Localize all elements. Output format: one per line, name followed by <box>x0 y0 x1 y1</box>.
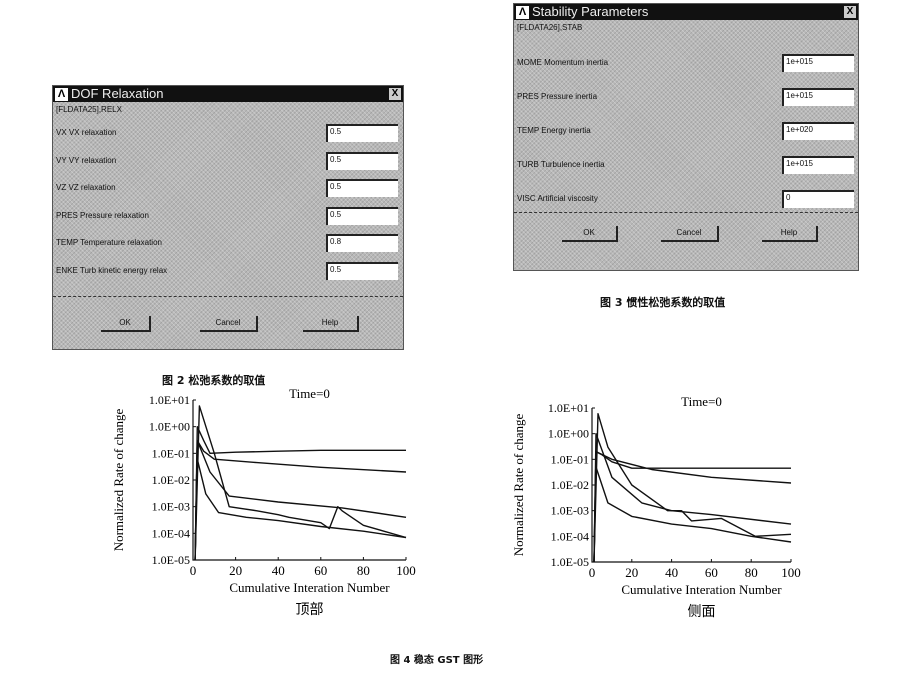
dialog-title: DOF Relaxation <box>71 86 164 101</box>
x-tick-label: 60 <box>705 565 718 580</box>
x-tick-label: 100 <box>396 563 416 578</box>
axes <box>192 400 406 561</box>
x-axis-label: Cumulative Interation Number <box>229 580 390 595</box>
series-line-3 <box>194 405 407 561</box>
field-label: TURB Turbulence inertia <box>517 160 605 169</box>
chart-title: Time=0 <box>289 386 330 401</box>
chart-side: 1.0E-05 1.0E-04 1.0E-03 1.0E-02 1.0E-01 1.0E+… <box>511 394 801 620</box>
value-input[interactable]: 0.5 <box>326 179 398 197</box>
x-tick-label: 100 <box>781 565 801 580</box>
value-input[interactable]: 0.5 <box>326 124 398 142</box>
divider <box>53 296 403 297</box>
close-icon[interactable]: X <box>844 6 856 18</box>
y-axis-label: Normalized Rate of change <box>511 413 526 556</box>
close-icon[interactable]: X <box>389 88 401 100</box>
x-tick-label: 20 <box>229 563 242 578</box>
value-input[interactable]: 0.5 <box>326 206 398 225</box>
x-tick-label: 20 <box>625 565 638 580</box>
ok-button[interactable]: OK <box>101 316 151 332</box>
field-label: PRES Pressure inertia <box>517 92 598 101</box>
value-input[interactable]: 0.8 <box>326 234 398 252</box>
x-tick-label: 0 <box>589 565 596 580</box>
y-tick-label: 1.0E-05 <box>152 553 190 567</box>
dialog-title: Stability Parameters <box>532 4 649 19</box>
value-input[interactable]: 0.5 <box>326 151 398 170</box>
x-tick-label: 40 <box>665 565 678 580</box>
value-input[interactable]: 0.5 <box>326 261 398 280</box>
series-line-4 <box>593 433 792 563</box>
figure-4-caption: 图 4 稳态 GST 图形 <box>390 655 484 666</box>
value-input[interactable]: 1e+015 <box>782 156 854 174</box>
y-tick-label: 1.0E-05 <box>551 555 589 569</box>
y-tick-label: 1.0E-03 <box>152 500 190 514</box>
field-label: ENKE Turb kinetic energy relax <box>56 265 168 275</box>
y-tick-label: 1.0E+00 <box>548 427 589 441</box>
y-tick-label: 1.0E+01 <box>548 401 589 415</box>
y-tick-label: 1.0E-02 <box>551 478 589 492</box>
series-line-4 <box>194 439 407 561</box>
title-bar: Λ DOF Relaxation X <box>53 86 403 102</box>
y-axis-label: Normalized Rate of change <box>111 408 126 551</box>
help-button[interactable]: Help <box>303 316 359 332</box>
chart-top: 1.0E-05 1.0E-04 1.0E-03 1.0E-02 1.0E-01 1.0E+… <box>111 386 416 618</box>
y-tick-label: 1.0E-01 <box>152 446 190 460</box>
value-input[interactable]: 1e+015 <box>782 54 854 72</box>
divider <box>514 212 858 213</box>
y-tick-label: 1.0E-03 <box>551 504 589 518</box>
y-tick-label: 1.0E-01 <box>551 452 589 466</box>
y-tick-label: 1.0E-04 <box>551 529 589 543</box>
cancel-button[interactable]: Cancel <box>661 226 719 242</box>
value-input[interactable]: 0 <box>782 190 854 208</box>
x-tick-label: 80 <box>745 565 758 580</box>
value-input[interactable]: 1e+015 <box>782 88 854 106</box>
ansys-logo-icon: Λ <box>55 87 68 101</box>
series-line-5 <box>593 466 792 563</box>
ok-button[interactable]: OK <box>562 226 618 242</box>
series-line-5 <box>194 458 407 561</box>
command-label: [FLDATA26],STAB <box>517 23 583 32</box>
figure-3-caption: 图 3 惯性松弛系数的取值 <box>600 296 726 309</box>
figure-2-caption: 图 2 松弛系数的取值 <box>162 374 266 387</box>
x-axis-label: Cumulative Interation Number <box>621 582 782 597</box>
field-label: MOME Momentum inertia <box>517 58 609 67</box>
series-line-1 <box>194 426 406 561</box>
y-tick-label: 1.0E-02 <box>152 473 190 487</box>
x-tick-label: 40 <box>272 563 285 578</box>
y-tick-label: 1.0E+00 <box>149 420 190 434</box>
field-label: VX VX relaxation <box>56 128 117 137</box>
command-label: [FLDATA25],RELX <box>56 105 122 114</box>
field-label: VISC Artificial viscosity <box>517 194 598 203</box>
chart-subtitle: 侧面 <box>688 604 716 620</box>
title-bar: Λ Stability Parameters X <box>514 4 858 20</box>
y-tick-label: 1.0E+01 <box>149 393 190 407</box>
dof-relaxation-dialog: Λ DOF Relaxation X [FLDATA25],RELX VX VX r… <box>52 85 404 350</box>
field-label: TEMP Energy inertia <box>517 126 591 135</box>
x-tick-label: 0 <box>190 563 197 578</box>
field-label: TEMP Temperature relaxation <box>56 238 162 247</box>
field-label: VZ VZ relaxation <box>56 183 116 192</box>
x-tick-label: 80 <box>357 563 370 578</box>
x-tick-label: 60 <box>314 563 327 578</box>
ansys-logo-icon: Λ <box>516 5 529 19</box>
stability-parameters-dialog: Λ Stability Parameters X [FLDATA26],STAB M… <box>513 3 859 271</box>
chart-subtitle: 顶部 <box>296 602 324 618</box>
series-line-1 <box>593 450 791 563</box>
y-tick-label: 1.0E-04 <box>152 526 190 540</box>
field-label: VY VY relaxation <box>56 155 117 165</box>
help-button[interactable]: Help <box>762 226 818 242</box>
cancel-button[interactable]: Cancel <box>200 316 258 332</box>
chart-title: Time=0 <box>681 394 722 409</box>
field-label: PRES Pressure relaxation <box>56 210 149 220</box>
value-input[interactable]: 1e+020 <box>782 122 854 140</box>
